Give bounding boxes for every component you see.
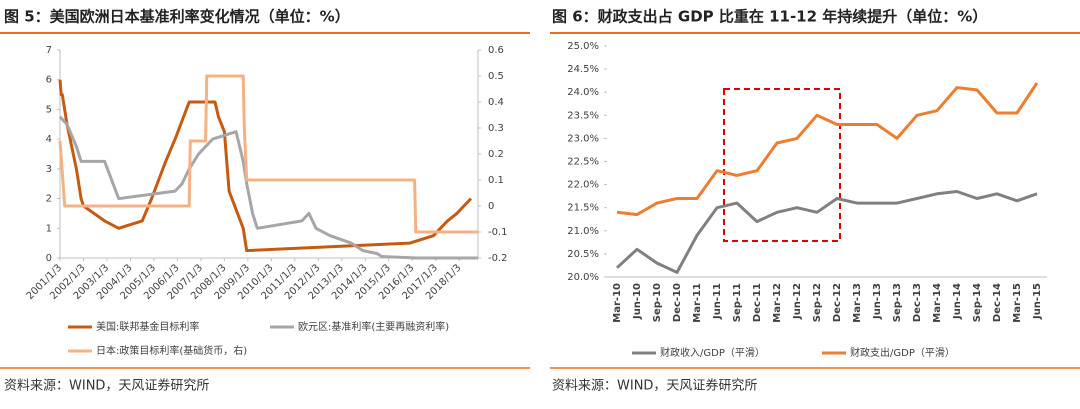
x-tick-label: Mar-15 [1012, 283, 1023, 323]
highlight-box [723, 88, 841, 242]
y-tick-label: 24.0% [567, 87, 599, 98]
x-tick-label: Mar-14 [932, 283, 943, 323]
y2-tick-label: 0.4 [488, 97, 504, 108]
y-tick-label: 20.0% [567, 272, 599, 283]
y2-tick-label: -0.2 [488, 253, 508, 264]
y2-tick-label: -0.1 [488, 227, 508, 238]
y-tick-label: 7 [46, 45, 52, 56]
y2-tick-label: 0.3 [488, 123, 504, 134]
y2-tick-label: 0.1 [488, 175, 504, 186]
y-tick-label: 1 [46, 223, 52, 234]
y-tick-label: 5 [46, 104, 52, 115]
y-tick-label: 25.0% [567, 41, 599, 52]
y2-tick-label: 0.5 [488, 71, 504, 82]
x-tick-label: Dec-13 [912, 283, 923, 322]
y2-tick-label: 0 [488, 201, 494, 212]
x-tick-label: Jun-14 [952, 283, 963, 320]
y2-tick-label: 0.6 [488, 45, 504, 56]
x-tick-label: Jun-15 [1032, 283, 1043, 320]
y-tick-label: 6 [46, 75, 52, 86]
series-line [615, 190, 1038, 274]
legend-label: 欧元区:基准利率(主要再融资利率) [298, 320, 449, 333]
legend-label: 美国:联邦基金目标利率 [96, 320, 199, 333]
x-tick-label: Mar-12 [772, 283, 783, 323]
y-tick-label: 24.5% [567, 64, 599, 75]
x-tick-label: Sep-11 [732, 283, 743, 322]
x-tick-label: Dec-11 [752, 283, 763, 322]
y-tick-label: 4 [46, 134, 52, 145]
x-tick-label: Dec-14 [992, 283, 1003, 322]
y-tick-label: 22.0% [567, 180, 599, 191]
y-tick-label: 23.0% [567, 133, 599, 144]
series-line [616, 82, 1039, 217]
x-tick-label: Mar-11 [692, 283, 703, 323]
y-tick-label: 23.5% [567, 110, 599, 121]
x-tick-label: Jun-10 [632, 283, 643, 320]
chart-title: 图 5：美国欧洲日本基准利率变化情况（单位：%） [4, 8, 350, 26]
x-tick-label: Sep-10 [652, 283, 663, 322]
x-tick-label: Dec-12 [832, 283, 843, 322]
source: 资料来源：WIND，天风证券研究所 [552, 378, 757, 394]
x-tick-label: Jun-11 [712, 283, 723, 320]
y-tick-label: 22.5% [567, 157, 599, 168]
x-tick-label: Dec-10 [672, 283, 683, 322]
legend-label: 财政支出/GDP（平滑） [850, 346, 955, 359]
x-tick-label: Mar-10 [612, 283, 623, 323]
x-tick-label: Sep-14 [972, 283, 983, 322]
y-tick-label: 20.5% [567, 249, 599, 260]
y-tick-label: 3 [46, 164, 52, 175]
x-tick-label: Jun-13 [872, 283, 883, 320]
x-tick-label: Mar-13 [852, 283, 863, 323]
y2-tick-label: 0.2 [488, 149, 504, 160]
legend-label: 财政收入/GDP（平滑） [660, 346, 765, 359]
y-tick-label: 2 [46, 194, 52, 205]
x-tick-label: Sep-12 [812, 283, 823, 322]
source: 资料来源：WIND，天风证券研究所 [4, 378, 209, 394]
x-tick-label: Sep-13 [892, 283, 903, 322]
series-line [58, 74, 478, 234]
legend-label: 日本:政策目标利率(基础货币，右) [96, 344, 247, 357]
x-tick-label: Jun-12 [792, 283, 803, 320]
series-line [58, 79, 473, 253]
y-tick-label: 0 [46, 253, 52, 264]
y-tick-label: 21.5% [567, 203, 599, 214]
y-tick-label: 21.0% [567, 226, 599, 237]
chart-title: 图 6：财政支出占 GDP 比重在 11-12 年持续提升（单位：%） [552, 8, 987, 26]
